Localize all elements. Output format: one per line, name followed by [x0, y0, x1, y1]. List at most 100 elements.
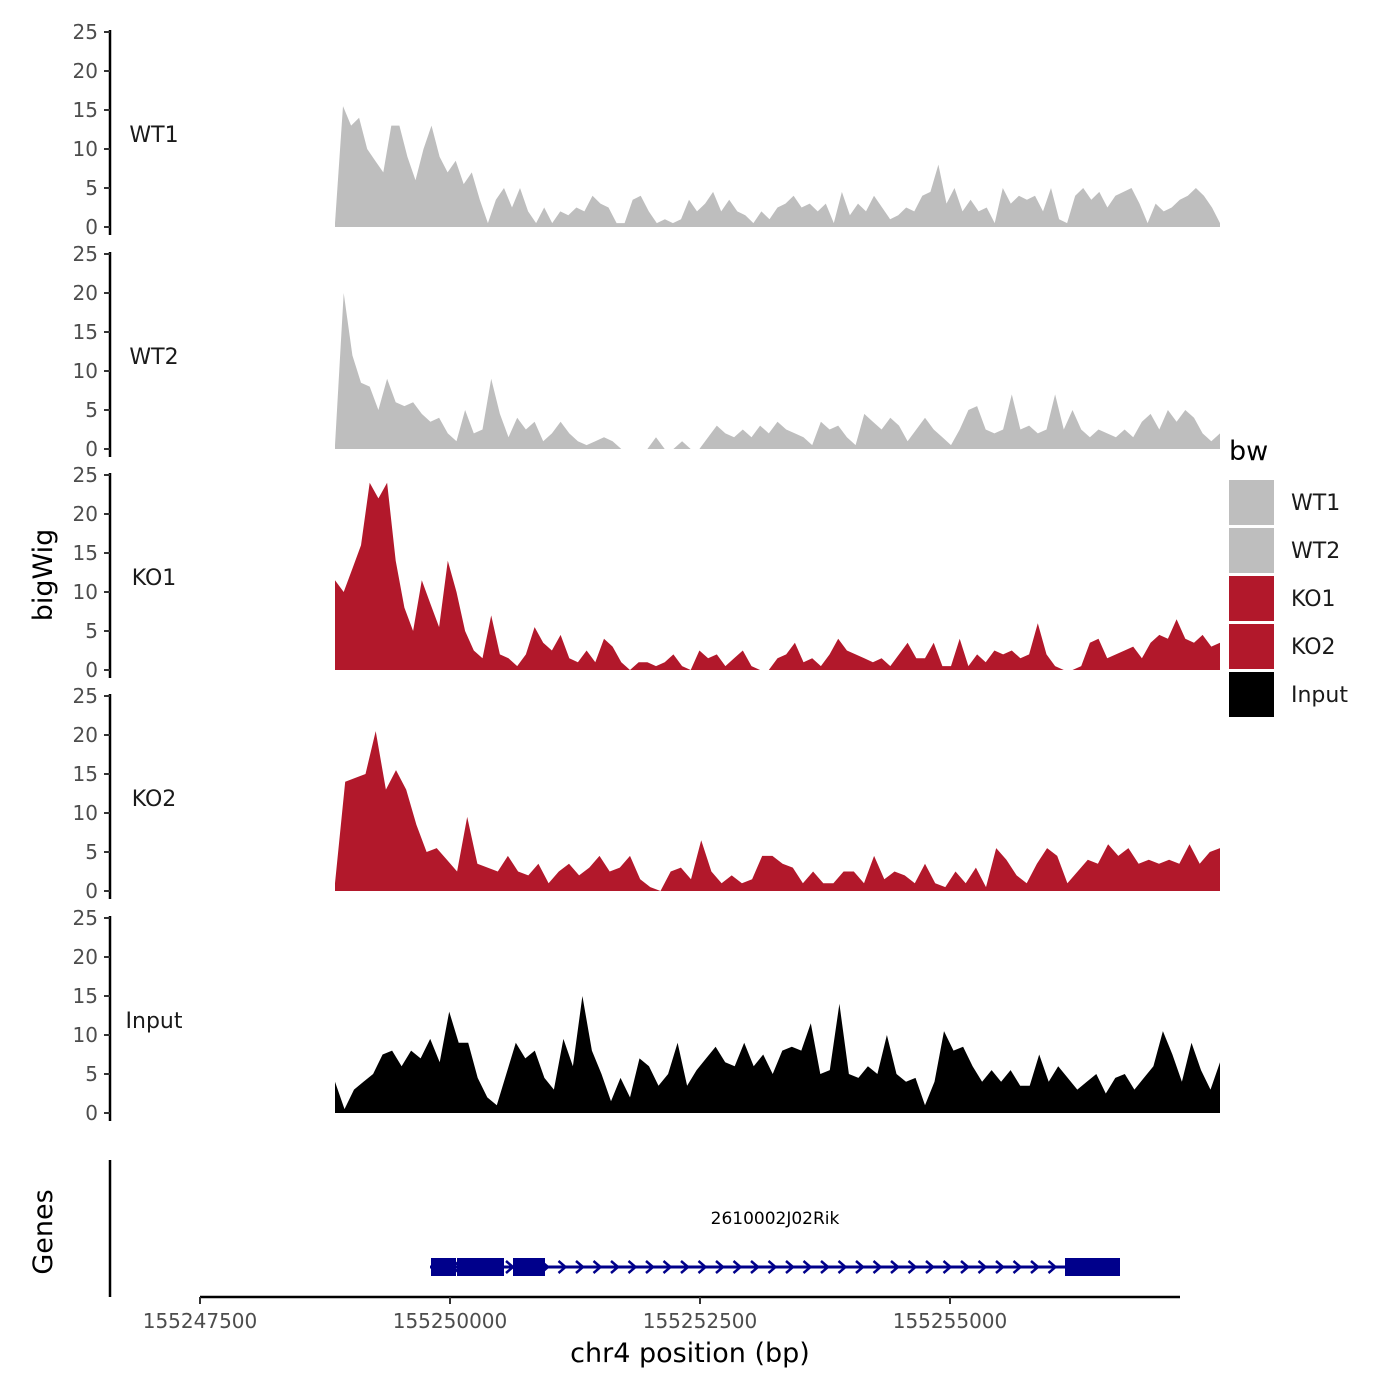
y-tick-label: 5	[85, 619, 98, 643]
y-tick-label: 5	[85, 840, 98, 864]
y-tick-label: 20	[73, 281, 98, 305]
strand-arrow	[592, 1260, 603, 1274]
strand-arrow	[925, 1260, 935, 1274]
legend-label-wt1: WT1	[1291, 491, 1340, 516]
strand-arrow	[662, 1260, 673, 1274]
gene-exon	[431, 1258, 456, 1276]
y-tick-label: 5	[85, 398, 98, 422]
strand-arrow	[627, 1260, 638, 1274]
track-wt1: 0 5 10 15 20 25 WT1	[73, 20, 1220, 239]
y-tick-label: 0	[85, 658, 98, 682]
legend-label-wt2: WT2	[1291, 539, 1340, 564]
legend-key-wt2	[1229, 528, 1274, 573]
strand-arrow	[820, 1260, 830, 1274]
strand-arrow	[575, 1260, 585, 1274]
gene-panel-title: Genes	[28, 1189, 59, 1274]
strand-arrow	[645, 1260, 655, 1274]
strand-arrow	[837, 1260, 848, 1274]
strand-arrow	[785, 1260, 795, 1274]
y-tick-label: 5	[85, 1062, 98, 1086]
legend-key-ko1	[1229, 576, 1274, 621]
x-tick-label: 155255000	[893, 1309, 1008, 1333]
legend: bw WT1 WT2 KO1 KO2 Input	[1229, 436, 1348, 717]
strand-arrow	[732, 1260, 743, 1274]
gene-exon	[1065, 1258, 1120, 1276]
y-tick-label: 10	[73, 801, 98, 825]
coverage-area-ko2	[335, 731, 1220, 891]
y-tick-label: 20	[73, 502, 98, 526]
y-tick-label: 5	[85, 176, 98, 200]
strand-arrow	[610, 1260, 620, 1274]
y-tick-label: 10	[73, 137, 98, 161]
strand-arrow	[890, 1260, 900, 1274]
strand-arrow	[715, 1260, 725, 1274]
legend-key-wt1	[1229, 480, 1274, 525]
y-tick-label: 20	[73, 945, 98, 969]
coverage-area-ko1	[335, 482, 1220, 670]
strand-arrow	[1030, 1260, 1040, 1274]
y-tick-label: 25	[73, 20, 98, 44]
track-label-wt2: WT2	[129, 345, 178, 370]
y-tick-label: 15	[73, 98, 98, 122]
y-tick-label: 15	[73, 541, 98, 565]
x-axis-title: chr4 position (bp)	[570, 1338, 810, 1369]
strand-arrow	[872, 1260, 883, 1274]
x-tick-label: 155252500	[643, 1309, 758, 1333]
coverage-tracks: 0510152025WT10510152025WT20510152025KO10…	[73, 20, 1220, 1125]
coverage-area-wt2	[335, 293, 1220, 449]
strand-arrow	[557, 1260, 568, 1274]
y-tick-label: 25	[73, 463, 98, 487]
gene-exon	[457, 1258, 504, 1276]
strand-arrow	[942, 1260, 953, 1274]
y-tick-label: 0	[85, 215, 98, 239]
strand-arrow	[750, 1260, 760, 1274]
track-ko1: 0 5 10 15 20 25 KO1	[73, 463, 1220, 682]
track-ko2: 0 5 10 15 20 25 KO2	[73, 684, 1220, 903]
y-tick-label: 25	[73, 906, 98, 930]
y-tick-label: 0	[85, 437, 98, 461]
track-label-ko1: KO1	[132, 566, 177, 591]
y-tick-label: 10	[73, 580, 98, 604]
track-label-input: Input	[126, 1009, 183, 1034]
track-wt2: 0 5 10 15 20 25 WT2	[73, 242, 1220, 461]
legend-key-ko2	[1229, 624, 1274, 669]
y-axis-title: bigWig	[28, 529, 59, 622]
strand-arrow	[995, 1260, 1005, 1274]
legend-label-ko1: KO1	[1291, 587, 1336, 612]
strand-arrow	[680, 1260, 690, 1274]
y-tick-label: 10	[73, 1023, 98, 1047]
gene-panel: 2610002J02Rik	[108, 1160, 1120, 1297]
coverage-area-input	[335, 996, 1220, 1113]
y-tick-label: 15	[73, 984, 98, 1008]
strand-arrow	[907, 1260, 918, 1274]
coverage-area-wt1	[335, 106, 1220, 227]
track-label-ko2: KO2	[132, 787, 177, 812]
y-tick-label: 25	[73, 684, 98, 708]
strand-arrow	[1047, 1260, 1058, 1274]
strand-arrow	[1012, 1260, 1023, 1274]
legend-label-ko2: KO2	[1291, 635, 1336, 660]
x-tick-label: 155247500	[143, 1309, 258, 1333]
legend-title: bw	[1229, 436, 1268, 467]
y-tick-label: 0	[85, 879, 98, 903]
strand-arrow	[697, 1260, 708, 1274]
strand-arrow	[960, 1260, 970, 1274]
y-tick-label: 20	[73, 59, 98, 83]
strand-arrow	[767, 1260, 778, 1274]
track-input: 0 5 10 15 20 25 Input	[73, 906, 1220, 1125]
track-label-wt1: WT1	[129, 123, 178, 148]
strand-arrow	[802, 1260, 813, 1274]
x-axis: 155247500 155250000 155252500 155255000	[143, 1295, 1180, 1333]
gene-exon	[513, 1258, 545, 1276]
y-tick-label: 15	[73, 320, 98, 344]
y-tick-label: 0	[85, 1101, 98, 1125]
legend-label-input: Input	[1291, 683, 1348, 708]
y-tick-label: 20	[73, 723, 98, 747]
y-tick-label: 25	[73, 242, 98, 266]
x-tick-label: 155250000	[393, 1309, 508, 1333]
y-tick-label: 15	[73, 762, 98, 786]
gene-name-label: 2610002J02Rik	[711, 1209, 840, 1229]
strand-arrow	[977, 1260, 988, 1274]
strand-arrow	[855, 1260, 865, 1274]
